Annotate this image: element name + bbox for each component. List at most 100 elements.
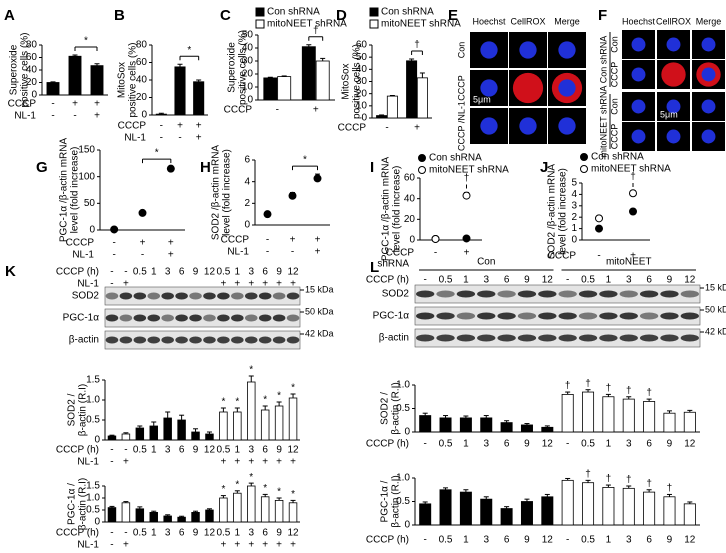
- nucleus: [666, 37, 681, 52]
- column-value: +: [276, 279, 282, 290]
- blot-band: [258, 292, 272, 300]
- condition-value: 1: [463, 439, 469, 450]
- bar: [135, 508, 145, 523]
- y-tick-label: 20: [356, 88, 368, 99]
- blot-band: [497, 312, 516, 320]
- condition-value: +: [315, 247, 321, 258]
- condition-value: 6: [504, 439, 510, 450]
- nucleus: [631, 129, 646, 144]
- condition-value: 6: [646, 535, 652, 546]
- blot-band: [231, 336, 244, 344]
- nucleus: [701, 37, 716, 52]
- bar: [205, 433, 214, 441]
- bar: [683, 411, 696, 433]
- condition-value: +: [94, 99, 100, 110]
- y-axis-label: SOD2 /β-actin mRNA: [547, 164, 558, 260]
- bar: [622, 487, 635, 526]
- condition-label: NL-1: [77, 540, 99, 551]
- condition-label: CCCP: [386, 248, 415, 259]
- y-tick-label: 3: [571, 200, 577, 211]
- bar: [263, 77, 278, 101]
- column-value: -: [424, 275, 427, 286]
- significance-marker: *: [249, 472, 253, 483]
- legend-label: Con shRNA: [591, 152, 644, 163]
- condition-value: -: [141, 250, 144, 261]
- blot-band: [217, 292, 230, 300]
- y-tick-label: 10: [242, 82, 254, 93]
- row-label: CCCP: [609, 124, 619, 150]
- bar: [121, 502, 131, 523]
- column-label: Merge: [696, 16, 722, 26]
- column-value: -: [124, 267, 127, 278]
- panel-label: L: [370, 259, 379, 276]
- blot-band: [517, 312, 537, 320]
- blot-band: [456, 312, 476, 320]
- nucleus: [631, 67, 646, 82]
- y-tick-label: 40: [26, 65, 38, 76]
- blot-band: [217, 314, 230, 322]
- y-tick-label: 20: [26, 77, 38, 88]
- y-tick-label: 20: [404, 214, 416, 225]
- condition-value: 12: [684, 535, 696, 546]
- nucleus: [701, 67, 716, 82]
- blot-band: [161, 314, 174, 322]
- y-tick-label: 60: [26, 52, 38, 63]
- bar: [301, 46, 316, 101]
- bar: [622, 398, 635, 433]
- y-tick-label: 50: [84, 198, 96, 209]
- legend-label: Con shRNA: [267, 7, 320, 18]
- condition-value: 3: [248, 528, 254, 539]
- blot-band: [272, 314, 286, 322]
- bar: [643, 401, 656, 433]
- y-axis-label: positive cells (%): [128, 42, 139, 117]
- blot-row-label: β-actin: [379, 333, 409, 344]
- y-axis-label: SOD2 /: [380, 392, 391, 425]
- bar: [247, 381, 256, 441]
- condition-value: -: [566, 439, 569, 450]
- condition-value: 9: [193, 445, 199, 456]
- condition-label: CCCP: [8, 99, 37, 110]
- condition-value: +: [248, 457, 254, 468]
- legend-swatch: [580, 165, 588, 173]
- bar: [174, 66, 186, 116]
- y-tick-label: 20: [136, 92, 148, 103]
- significance-marker: †: [646, 388, 652, 399]
- blot-band: [578, 312, 598, 320]
- significance: †: [630, 172, 636, 183]
- column-value: 6: [504, 275, 510, 286]
- y-axis-label: positive cells (%): [352, 44, 363, 119]
- bar: [274, 405, 284, 441]
- bar: [602, 486, 615, 526]
- row-label: CCCP: [609, 62, 619, 88]
- y-tick-label: 50: [242, 30, 254, 41]
- blot-band: [538, 334, 557, 342]
- bar: [500, 508, 513, 526]
- y-axis-label: Superoxide: [9, 44, 20, 95]
- condition-value: 1: [235, 528, 241, 539]
- condition-label: CCCP (h): [366, 439, 409, 450]
- condition-value: -: [178, 133, 181, 144]
- y-axis-label: PGC-1α /: [380, 480, 391, 522]
- column-value: 0.5: [439, 275, 453, 286]
- y-tick-label: 0: [571, 235, 577, 246]
- bar: [376, 115, 388, 119]
- blot-band: [286, 292, 300, 300]
- blot-band: [161, 292, 174, 300]
- blot-row-label: PGC-1α: [373, 311, 410, 322]
- significance-marker: *: [277, 487, 281, 498]
- significance-marker: †: [606, 383, 612, 394]
- group-label: mitoNEET: [606, 257, 652, 268]
- blot-band: [286, 336, 300, 344]
- bar: [90, 65, 104, 96]
- bar: [663, 412, 676, 433]
- condition-value: -: [160, 133, 163, 144]
- group-label: Con: [477, 257, 495, 268]
- condition-label: NL-1: [77, 457, 99, 468]
- nucleus: [701, 99, 716, 114]
- blot-band: [477, 290, 496, 298]
- condition-value: -: [266, 235, 269, 246]
- bar: [233, 492, 242, 523]
- nucleus: [631, 37, 646, 52]
- condition-value: 1: [463, 535, 469, 546]
